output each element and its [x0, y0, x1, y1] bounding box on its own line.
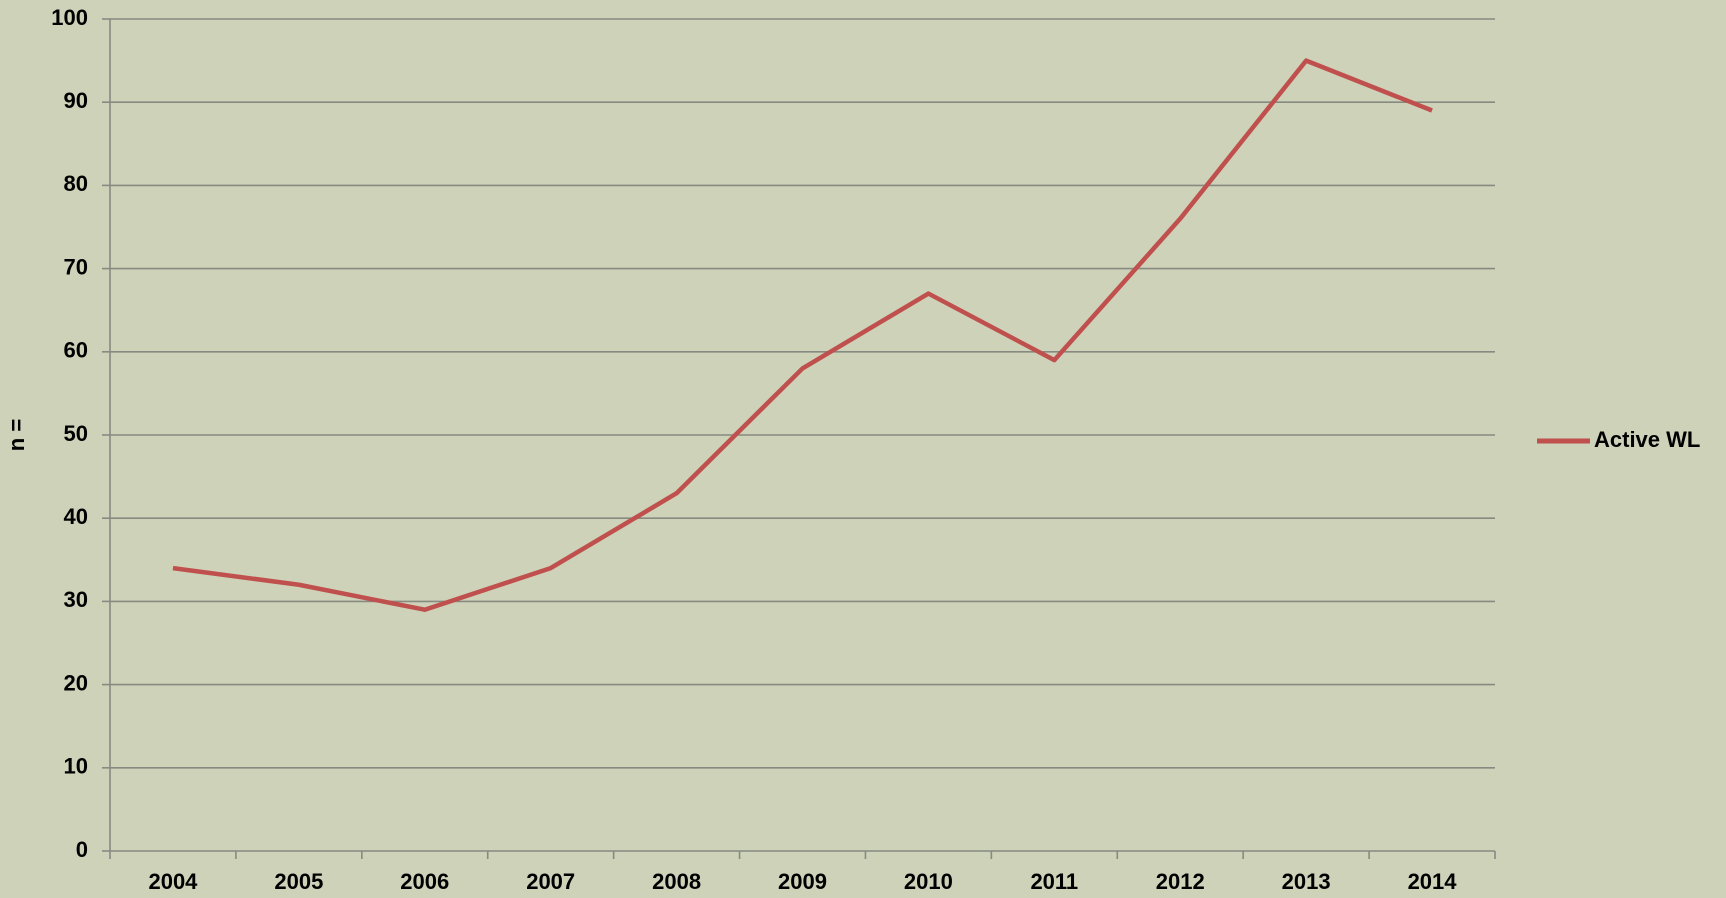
y-tick-label: 10	[64, 754, 88, 779]
y-tick-label: 30	[64, 587, 88, 612]
x-tick-label: 2010	[904, 869, 953, 894]
y-tick-label: 100	[51, 5, 88, 30]
x-tick-label: 2013	[1282, 869, 1331, 894]
x-tick-label: 2009	[778, 869, 827, 894]
x-tick-label: 2014	[1408, 869, 1458, 894]
y-tick-label: 20	[64, 670, 88, 695]
y-tick-label: 80	[64, 171, 88, 196]
y-tick-label: 90	[64, 88, 88, 113]
x-tick-label: 2005	[274, 869, 323, 894]
x-tick-label: 2006	[400, 869, 449, 894]
x-tick-label: 2004	[148, 869, 198, 894]
x-tick-label: 2012	[1156, 869, 1205, 894]
x-tick-label: 2008	[652, 869, 701, 894]
x-tick-label: 2011	[1030, 869, 1078, 894]
y-tick-label: 40	[64, 504, 88, 529]
y-axis-label: n =	[4, 419, 29, 451]
y-tick-label: 60	[64, 338, 88, 363]
x-tick-label: 2007	[526, 869, 575, 894]
y-tick-label: 0	[76, 837, 88, 862]
legend-label: Active WL	[1594, 427, 1700, 452]
series-line	[172, 58, 1433, 612]
y-tick-label: 50	[64, 421, 88, 446]
y-tick-label: 70	[64, 254, 88, 279]
